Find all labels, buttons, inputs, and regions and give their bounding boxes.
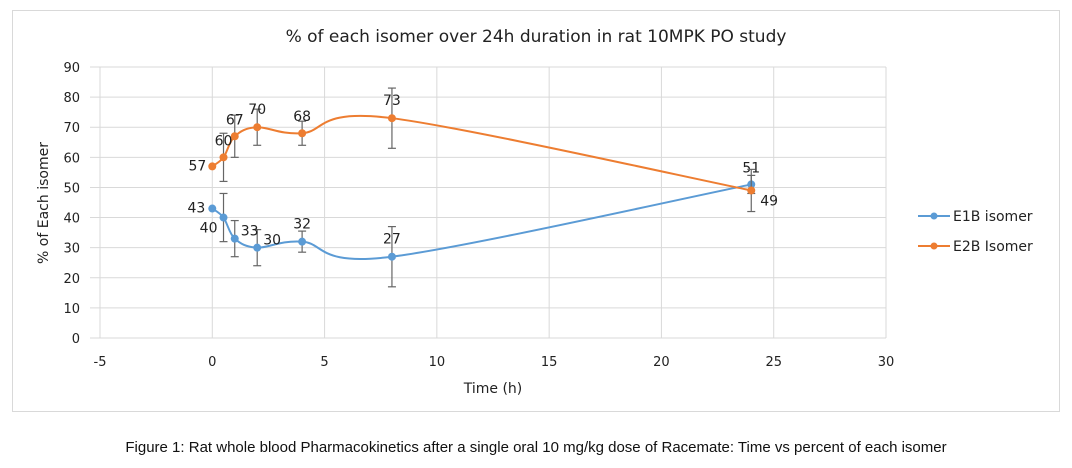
x-tick-label: 0 — [208, 355, 216, 370]
data-point — [219, 153, 228, 162]
data-point — [253, 243, 262, 252]
x-tick-label: 20 — [653, 355, 670, 370]
legend-entry: E2B Isomer — [953, 239, 1033, 255]
data-label: 70 — [248, 102, 266, 118]
y-tick-label: 90 — [63, 61, 80, 76]
data-label: 32 — [293, 217, 311, 233]
data-label: 30 — [263, 233, 281, 249]
data-label: 49 — [760, 193, 778, 209]
y-tick-label: 70 — [63, 121, 80, 136]
legend-marker — [930, 212, 938, 220]
data-label: 73 — [383, 93, 401, 109]
chart-title: % of each isomer over 24h duration in ra… — [286, 27, 787, 47]
y-tick-label: 80 — [63, 91, 80, 106]
data-point — [298, 237, 307, 246]
y-tick-label: 60 — [63, 151, 80, 166]
data-label: 67 — [226, 112, 244, 128]
series-line — [211, 183, 752, 260]
y-tick-label: 30 — [63, 242, 80, 257]
data-point — [387, 252, 396, 261]
x-tick-label: -5 — [94, 355, 107, 370]
x-tick-label: 25 — [765, 355, 782, 370]
data-point — [230, 132, 239, 141]
data-point — [298, 129, 307, 138]
data-point — [219, 213, 228, 222]
data-label: 51 — [742, 160, 760, 176]
x-tick-label: 30 — [878, 355, 895, 370]
data-label: 60 — [215, 133, 233, 149]
y-tick-label: 10 — [63, 302, 80, 317]
x-tick-label: 15 — [541, 355, 558, 370]
series-line — [211, 114, 752, 192]
data-label: 33 — [241, 224, 259, 240]
figure-caption: Figure 1: Rat whole blood Pharmacokineti… — [125, 439, 947, 456]
data-label: 43 — [187, 201, 205, 217]
data-label: 57 — [188, 158, 206, 174]
data-point — [747, 186, 756, 195]
y-tick-label: 0 — [72, 332, 80, 347]
y-axis-label: % of Each isomer — [36, 142, 52, 264]
data-point — [253, 123, 262, 132]
chart-frame — [12, 10, 1060, 412]
data-label: 40 — [200, 221, 218, 237]
data-label: 68 — [293, 109, 311, 125]
y-tick-label: 20 — [63, 272, 80, 287]
data-point — [208, 162, 217, 171]
data-point — [387, 114, 396, 123]
x-tick-label: 10 — [429, 355, 446, 370]
chart: % of each isomer over 24h duration in ra… — [36, 27, 1033, 397]
data-point — [208, 204, 217, 213]
x-tick-label: 5 — [320, 355, 328, 370]
data-point — [230, 234, 239, 243]
y-tick-label: 40 — [63, 212, 80, 227]
legend-marker — [930, 242, 938, 250]
legend-entry: E1B isomer — [953, 209, 1033, 225]
data-label: 27 — [383, 232, 401, 248]
y-tick-label: 50 — [63, 181, 80, 196]
x-axis-label: Time (h) — [463, 381, 523, 397]
